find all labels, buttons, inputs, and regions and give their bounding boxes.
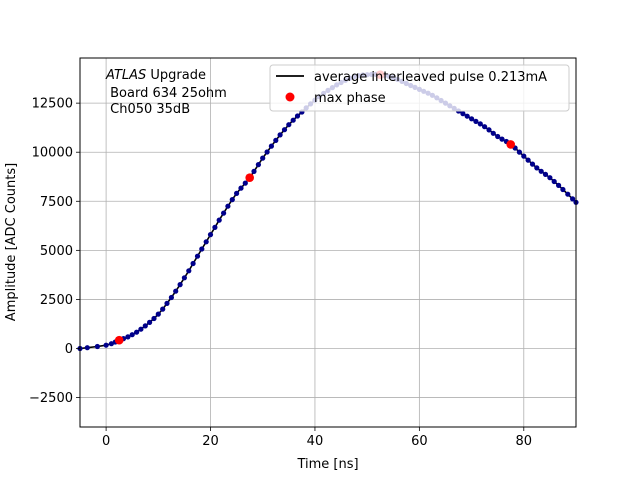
pulse-point [160,306,166,312]
pulse-point [469,116,475,122]
pulse-point [251,168,257,174]
pulse-point [238,185,244,191]
pulse-point [138,326,144,332]
pulse-point [207,232,214,238]
pulse-point [547,175,553,181]
pulse-point [225,203,231,209]
pulse-point [103,342,109,348]
pulse-point [173,288,179,294]
pulse-point [212,224,218,230]
pulse-point [290,117,296,123]
pulse-point [521,153,527,159]
pulse-point [234,190,240,196]
max-phase-point [506,140,515,149]
max-phase-point [245,173,254,182]
pulse-point [155,311,161,317]
pulse-point [281,127,288,133]
pulse-point [194,253,201,259]
legend-dot-swatch [285,92,295,102]
pulse-point [147,319,153,325]
pulse-point [255,162,261,168]
pulse-point [181,275,187,281]
pulse-point [164,300,170,306]
pulse-point [551,178,557,185]
pulse-point [190,260,196,267]
pulse-point [216,217,222,223]
x-tick-label: 80 [516,434,533,449]
pulse-point [482,124,488,130]
pulse-point [294,113,301,119]
y-tick-label: 0 [65,342,73,357]
pulse-point [499,136,505,142]
annotation-channel: Ch050 35dB [106,102,190,117]
pulse-point [570,196,576,202]
annotation-board: Board 634 25ohm [106,86,227,101]
y-tick-label: 5000 [40,244,73,259]
plot-area [80,58,576,427]
pulse-point [108,341,114,347]
annotation: ATLAS Upgrade Board 634 25ohm Ch050 35dB [105,68,227,117]
y-ticks: −2500 0 2500 5000 7500 10000 12500 [29,97,80,406]
pulse-point [221,210,227,216]
pulse-point [177,282,183,288]
pulse-point [460,111,466,117]
pulse-point [529,161,536,167]
pulse-point [286,122,292,128]
pulse-point [94,343,100,350]
pulse-point [229,197,235,203]
y-tick-label: 2500 [40,293,73,308]
pulse-point [556,182,562,188]
pulse-point [565,191,571,197]
pulse-point [203,239,209,245]
pulse-point [525,157,531,163]
pulse-point [486,127,492,133]
x-tick-label: 40 [307,434,324,449]
pulse-point [199,246,205,252]
pulse-point [242,180,248,186]
x-tick-label: 20 [202,434,219,449]
x-tick-label: 60 [411,434,428,449]
pulse-point [273,137,279,143]
x-ticks: 0 20 40 60 80 [102,427,532,449]
y-tick-label: 7500 [40,195,73,210]
legend-label-pulse: average interleaved pulse 0.213mA [314,70,547,85]
plot-frame [79,57,577,428]
y-tick-label: −2500 [29,391,73,406]
pulse-point [538,168,544,174]
pulse-point [264,149,270,155]
annotation-atlas: ATLAS [105,68,146,83]
pulse-point [142,323,148,329]
pulse-point [560,186,566,193]
annotation-upgrade: Upgrade [146,68,206,83]
pulse-point [534,165,540,171]
legend: average interleaved pulse 0.213mA max ph… [269,64,570,112]
y-tick-label: 12500 [32,97,73,112]
legend-label-max-phase: max phase [314,91,386,106]
pulse-point [516,149,523,155]
pulse-point [464,113,470,119]
legend-box [269,64,570,112]
x-tick-label: 0 [102,434,110,449]
pulse-point [134,329,140,335]
pulse-point [151,315,157,322]
pulse-point [84,345,90,351]
pulse-point [490,130,496,136]
pulse-point [260,155,266,161]
pulse-point [495,133,501,140]
pulse-point [277,132,283,138]
pulse-point [186,268,192,274]
y-axis-label: Amplitude [ADC Counts] [4,163,19,321]
pulse-point [129,332,135,338]
pulse-point [268,143,274,149]
pulse-point [477,121,483,127]
pulse-point [168,294,174,301]
pulse-point [125,334,131,340]
y-tick-label: 10000 [32,146,73,161]
max-phase-point [114,335,124,345]
svg-text:ATLAS Upgrade: ATLAS Upgrade [105,68,206,83]
x-axis-label: Time [ns] [296,457,358,472]
pulse-point [542,171,549,177]
pulse-point [473,118,479,124]
